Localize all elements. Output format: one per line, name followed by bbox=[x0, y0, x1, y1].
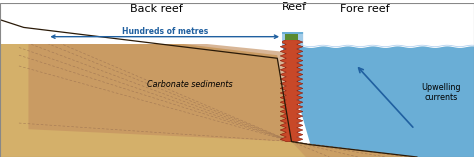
Text: Reef: Reef bbox=[282, 2, 306, 12]
Polygon shape bbox=[282, 34, 474, 46]
Text: Back reef: Back reef bbox=[130, 4, 183, 14]
Polygon shape bbox=[285, 34, 298, 40]
Text: Upwelling
currents: Upwelling currents bbox=[421, 83, 461, 102]
Text: Fore reef: Fore reef bbox=[340, 4, 390, 14]
Polygon shape bbox=[0, 3, 282, 44]
Text: Carbonate sediments: Carbonate sediments bbox=[147, 80, 232, 89]
Text: Hundreds of metres: Hundreds of metres bbox=[122, 27, 208, 36]
Polygon shape bbox=[282, 3, 474, 157]
Polygon shape bbox=[292, 142, 417, 157]
Polygon shape bbox=[280, 40, 303, 142]
Polygon shape bbox=[282, 3, 474, 32]
Polygon shape bbox=[28, 26, 292, 142]
Polygon shape bbox=[0, 18, 474, 157]
